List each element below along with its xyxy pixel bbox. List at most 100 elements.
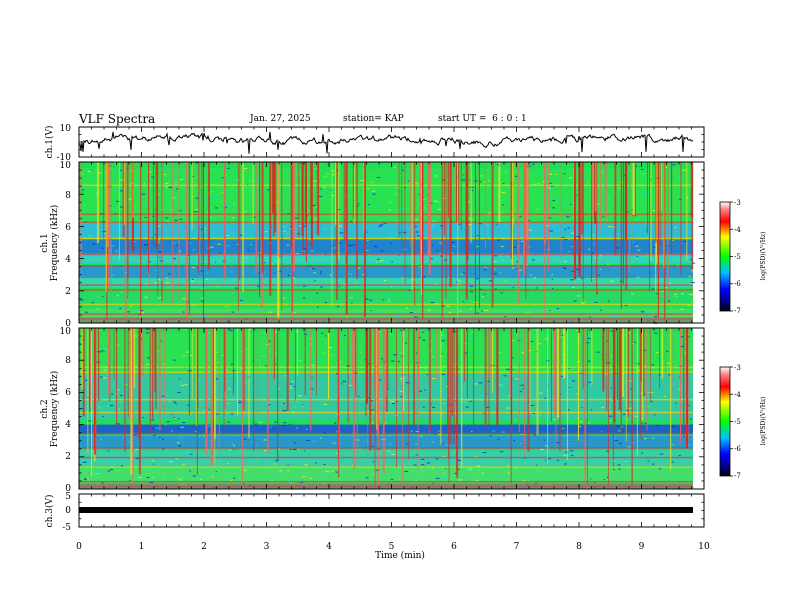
spec-speckle xyxy=(590,409,592,411)
spec-speckle xyxy=(211,476,214,478)
spec-sferic xyxy=(81,328,84,390)
spec-speckle xyxy=(149,481,154,483)
chart-title: VLF Spectra xyxy=(79,112,156,126)
spec-narrowband-line xyxy=(79,289,693,291)
spec-sferic xyxy=(356,328,358,464)
spec-speckle xyxy=(95,192,98,194)
spec-sferic xyxy=(465,162,468,300)
spec-speckle xyxy=(390,401,395,403)
spec-speckle xyxy=(501,191,505,193)
spec-speckle xyxy=(174,219,178,221)
spec-speckle xyxy=(617,464,621,466)
spec-speckle xyxy=(264,450,268,452)
spec-speckle xyxy=(588,329,591,331)
spec-speckle xyxy=(292,449,297,451)
spec-speckle xyxy=(357,267,361,269)
spec-sferic xyxy=(188,162,190,316)
spec-speckle xyxy=(625,401,629,403)
spec-speckle xyxy=(289,274,292,276)
spec-speckle xyxy=(206,272,209,274)
spec-speckle xyxy=(145,283,148,285)
spec-sferic xyxy=(547,328,549,464)
spec-sferic xyxy=(456,328,459,479)
spec-speckle xyxy=(129,480,131,482)
spec-speckle xyxy=(91,302,94,304)
spec-speckle xyxy=(249,287,252,289)
spec-speckle xyxy=(152,476,154,478)
spec-speckle xyxy=(185,351,190,353)
spec-speckle xyxy=(581,338,584,340)
spec-speckle xyxy=(323,464,326,466)
spec-speckle xyxy=(214,236,216,238)
spec-speckle xyxy=(537,174,540,176)
spec-sferic xyxy=(87,328,89,454)
spec-speckle xyxy=(484,266,487,268)
spec-speckle xyxy=(215,468,219,470)
spec-narrowband-line xyxy=(79,466,693,468)
spec-speckle xyxy=(194,430,197,432)
spec-speckle xyxy=(166,277,168,279)
spec-sferic xyxy=(529,328,531,414)
spec-speckle xyxy=(432,220,435,222)
ch1-cbar-tick-m7: -7 xyxy=(734,307,741,315)
spec-speckle xyxy=(204,228,207,230)
spec-speckle xyxy=(140,338,143,340)
spec-speckle xyxy=(264,231,268,233)
spec-speckle xyxy=(570,454,574,456)
spec-speckle xyxy=(401,277,405,279)
spec-speckle xyxy=(556,308,559,310)
spec-speckle xyxy=(165,424,167,426)
spec-sferic xyxy=(413,328,416,425)
spec-speckle xyxy=(292,394,294,396)
spec-speckle xyxy=(302,404,304,406)
spec-speckle xyxy=(671,426,675,428)
spec-sferic xyxy=(404,162,406,284)
spec-speckle xyxy=(145,328,150,330)
spec-speckle xyxy=(143,244,148,246)
spec-speckle xyxy=(231,413,234,415)
spec-speckle xyxy=(245,348,248,350)
spec-speckle xyxy=(656,425,660,427)
spec-sferic xyxy=(199,162,201,269)
spec-speckle xyxy=(561,334,565,336)
spec-speckle xyxy=(330,189,332,191)
spec-sferic xyxy=(127,162,129,296)
spec-speckle xyxy=(393,167,396,169)
spec-speckle xyxy=(173,418,176,420)
spec-sferic xyxy=(488,328,491,379)
spec-speckle xyxy=(575,188,579,190)
spec-speckle xyxy=(137,260,141,262)
spec-speckle xyxy=(421,458,425,460)
spec-speckle xyxy=(376,261,378,263)
spec-speckle xyxy=(586,342,590,344)
spec-speckle xyxy=(663,292,668,294)
spec-speckle xyxy=(652,210,656,212)
spec-speckle xyxy=(343,283,347,285)
spec-speckle xyxy=(542,181,544,183)
spec-speckle xyxy=(626,211,629,213)
spec-speckle xyxy=(371,190,376,192)
spec-speckle xyxy=(293,406,296,408)
spec-sferic xyxy=(435,328,437,381)
spec-speckle xyxy=(470,308,473,310)
spec-speckle xyxy=(344,335,346,337)
spec-sferic xyxy=(411,162,413,291)
spec-speckle xyxy=(256,458,258,460)
spec-speckle xyxy=(120,291,124,293)
spec-speckle xyxy=(572,380,576,382)
spec-speckle xyxy=(565,349,568,351)
spec-speckle xyxy=(236,243,239,245)
spec-speckle xyxy=(379,260,384,262)
spec-band xyxy=(79,292,693,307)
spec-speckle xyxy=(214,195,217,197)
spec-speckle xyxy=(274,352,278,354)
xtick-7: 7 xyxy=(514,542,520,552)
spec-speckle xyxy=(637,276,640,278)
spec-sferic xyxy=(467,162,469,261)
spec-sferic xyxy=(634,162,636,217)
spec-speckle xyxy=(481,394,484,396)
spec-speckle xyxy=(459,310,462,312)
spec-speckle xyxy=(438,201,440,203)
spec-speckle xyxy=(162,448,165,450)
ch1-panel: 10 -10 ch.1(V) xyxy=(44,124,705,163)
